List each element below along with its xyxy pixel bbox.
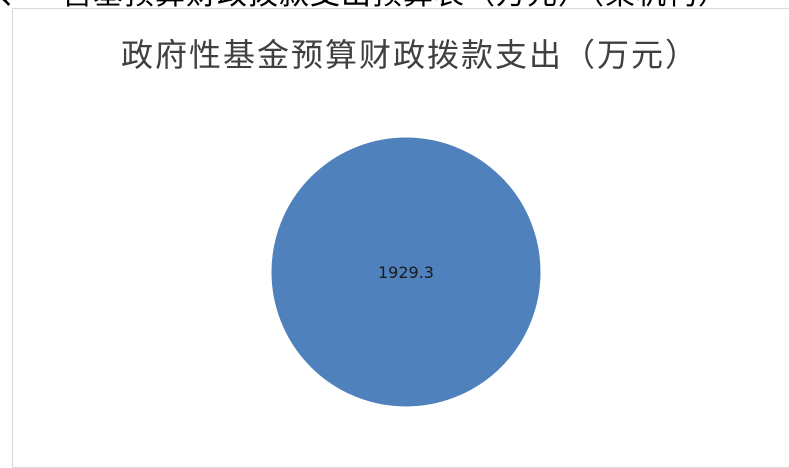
pie-data-label: 1929.3 (378, 263, 434, 282)
pie-chart: 1929.3 (270, 136, 542, 408)
data-labels: 1929.3 (378, 263, 434, 282)
cropped-header-text: 、一营基预算财政拨款支出预算表（万元）（某机构） (0, 0, 789, 12)
chart-title: 政府性基金预算财政拨款支出（万元） (120, 36, 699, 74)
pie-slice (270, 136, 542, 408)
pie-slices (270, 136, 542, 408)
